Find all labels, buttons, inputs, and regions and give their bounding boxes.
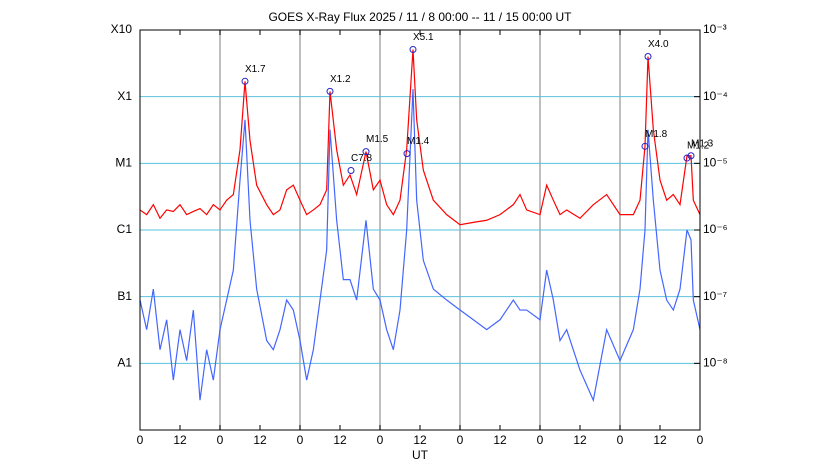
y2-tick-label: 10⁻⁴ — [703, 89, 728, 103]
x-tick-label: 0 — [217, 433, 224, 447]
flare-label: M1.2 — [687, 141, 710, 152]
y-tick-label: C1 — [117, 222, 133, 236]
x-tick-label: 0 — [537, 433, 544, 447]
flare-marker — [683, 154, 691, 162]
y2-tick-label: 10⁻⁵ — [703, 156, 728, 170]
flare-label: M1.3 — [691, 138, 714, 149]
flare-marker — [362, 148, 370, 156]
x-tick-label: 12 — [253, 433, 267, 447]
flare-marker — [409, 45, 417, 53]
y-tick-label: X10 — [111, 22, 133, 36]
flare-marker — [403, 150, 411, 158]
flux-line — [139, 89, 701, 403]
x-axis-label: UT — [412, 448, 429, 462]
y2-tick-label: 10⁻⁸ — [703, 356, 728, 370]
x-tick-label: 12 — [333, 433, 347, 447]
x-tick-label: 12 — [413, 433, 427, 447]
y2-tick-label: 10⁻⁷ — [703, 289, 727, 303]
flare-label: M1.5 — [366, 134, 389, 145]
flux-line — [139, 49, 701, 226]
x-tick-label: 0 — [457, 433, 464, 447]
y-tick-label: M1 — [115, 156, 132, 170]
x-tick-label: 0 — [377, 433, 384, 447]
x-tick-label: 12 — [653, 433, 667, 447]
y-tick-label: A1 — [117, 356, 132, 370]
flare-label: X5.1 — [413, 32, 434, 43]
flare-marker — [687, 152, 695, 160]
chart-title: GOES X-Ray Flux 2025 / 11 / 8 00:00 -- 1… — [268, 10, 572, 24]
x-tick-label: 0 — [297, 433, 304, 447]
y-tick-label: B1 — [117, 289, 132, 303]
flare-label: X1.2 — [330, 74, 351, 85]
flare-marker — [241, 77, 249, 85]
x-tick-label: 0 — [617, 433, 624, 447]
y2-tick-label: 10⁻⁶ — [703, 222, 728, 236]
x-tick-label: 12 — [173, 433, 187, 447]
flare-marker — [644, 53, 652, 61]
flare-label: M1.8 — [645, 129, 668, 140]
x-tick-label: 12 — [573, 433, 587, 447]
x-tick-label: 0 — [137, 433, 144, 447]
flare-label: X1.7 — [245, 64, 266, 75]
flare-label: C7.8 — [351, 153, 373, 164]
flare-marker — [641, 142, 649, 150]
flare-marker — [347, 167, 355, 175]
flare-marker — [326, 87, 334, 95]
flare-label: M1.4 — [407, 136, 430, 147]
x-tick-label: 0 — [697, 433, 704, 447]
flare-label: X4.0 — [648, 39, 669, 50]
y-tick-label: X1 — [117, 89, 132, 103]
plot-frame — [139, 29, 701, 431]
x-tick-label: 12 — [493, 433, 507, 447]
y2-tick-label: 10⁻³ — [703, 22, 727, 36]
